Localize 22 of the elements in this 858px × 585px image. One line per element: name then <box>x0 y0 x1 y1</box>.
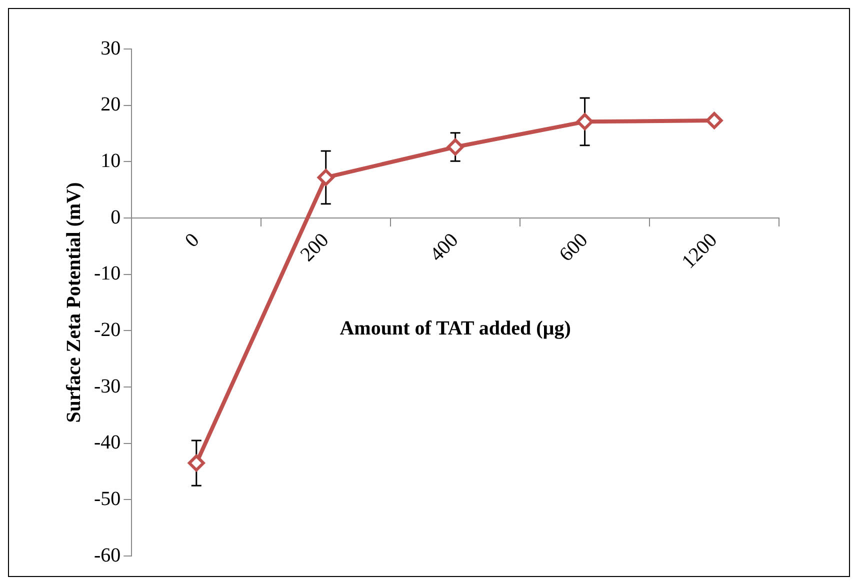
point <box>317 168 334 186</box>
y-tick-label: -30 <box>94 375 121 398</box>
y-tick-label: -40 <box>94 432 121 454</box>
y-tick-label: -10 <box>94 262 121 285</box>
point <box>188 454 205 472</box>
y-tick-label: 30 <box>100 37 121 60</box>
x-tick-label: 0 <box>181 229 204 252</box>
y-tick-label: -20 <box>94 318 121 341</box>
y-tick-label: 20 <box>100 94 121 116</box>
y-tick-label: -50 <box>94 488 121 510</box>
point <box>576 113 594 130</box>
x-axis-title: Amount of TAT added (µg) <box>340 317 571 340</box>
y-tick-label: 0 <box>110 206 121 228</box>
x-tick-label: 1200 <box>678 229 722 274</box>
x-tick-label: 400 <box>426 229 463 266</box>
x-tick-label: 200 <box>296 229 334 266</box>
point <box>446 138 464 156</box>
y-tick-label: 10 <box>100 150 121 172</box>
point <box>706 112 723 130</box>
y-tick-label: -60 <box>94 544 121 566</box>
y-axis-title: Surface Zeta Potential (mV) <box>63 182 86 423</box>
x-tick-label: 600 <box>555 229 592 266</box>
